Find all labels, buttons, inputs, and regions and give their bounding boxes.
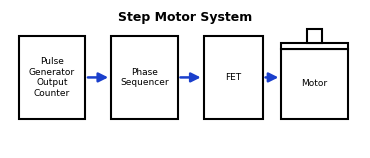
Bar (204, 36, 263, 118)
Bar (307, 29, 322, 43)
Bar (281, 43, 348, 49)
Text: Pulse
Generator
Output
Counter: Pulse Generator Output Counter (29, 57, 75, 97)
Text: Step Motor System: Step Motor System (118, 11, 252, 24)
Text: Phase
Sequencer: Phase Sequencer (120, 68, 169, 87)
Text: FET: FET (225, 73, 241, 82)
Bar (281, 49, 348, 118)
Text: Motor: Motor (302, 79, 327, 88)
Bar (18, 36, 85, 118)
Bar (111, 36, 178, 118)
